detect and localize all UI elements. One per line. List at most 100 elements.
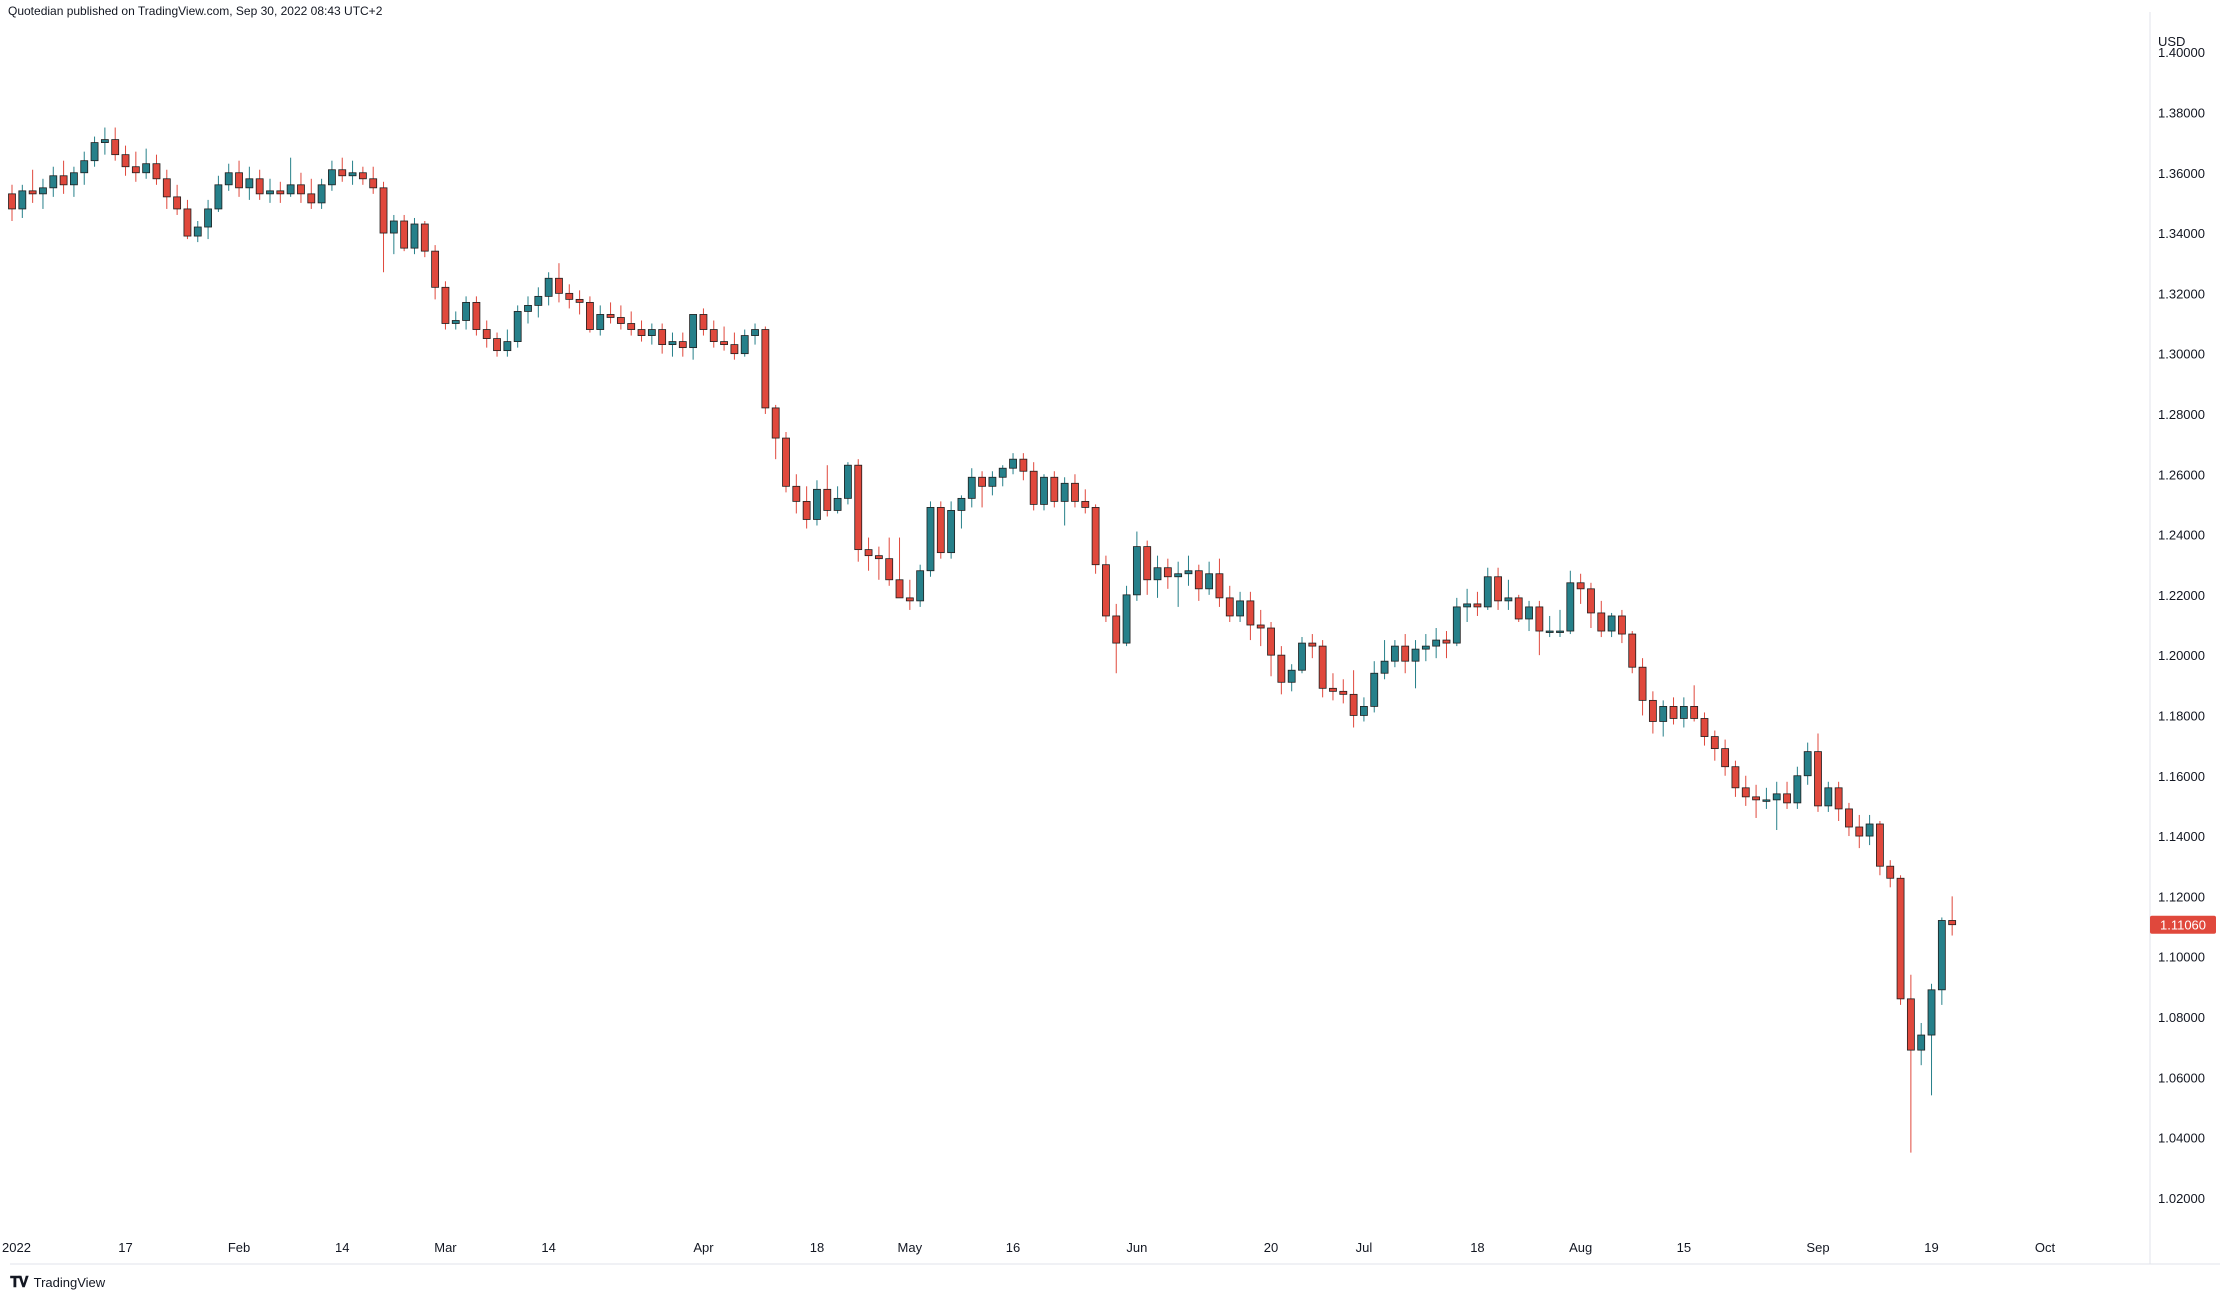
candle — [1421, 634, 1430, 662]
candle — [1122, 585, 1131, 647]
candle — [1256, 609, 1265, 647]
candle-body — [1112, 615, 1121, 644]
chart-border — [10, 12, 2220, 1265]
candle — [534, 287, 543, 318]
candle — [1019, 453, 1028, 481]
time-tick-label: 14 — [541, 1240, 555, 1255]
candle-body — [813, 488, 821, 520]
candle — [1628, 631, 1637, 674]
candle — [864, 537, 873, 571]
candle-body — [1308, 642, 1317, 647]
candle — [1648, 691, 1657, 734]
candle — [1205, 561, 1214, 595]
candle — [1834, 781, 1843, 821]
candle-body — [80, 160, 89, 174]
candle — [627, 311, 636, 336]
candle-body — [49, 175, 58, 189]
candle — [39, 178, 47, 209]
candle-body — [1102, 564, 1110, 617]
candle-body — [936, 507, 945, 554]
candle-body — [627, 323, 636, 330]
candle — [555, 263, 563, 303]
candle — [565, 284, 574, 309]
candle — [1917, 1022, 1926, 1066]
candle-body — [451, 320, 460, 324]
candle-body — [1432, 639, 1441, 647]
price-tick-label: 1.14000 — [2158, 829, 2205, 844]
candle-body — [1865, 823, 1874, 837]
candle — [1184, 555, 1193, 586]
candle — [1298, 637, 1306, 674]
candle-body — [1793, 775, 1802, 804]
candle — [1597, 600, 1606, 638]
tradingview-footer[interactable]: 𝐓𝐕 TradingView — [10, 1274, 105, 1291]
price-axis[interactable]: USD 1.02000 1.04000 1.06000 1.08000 1.10000 1.… — [2158, 34, 2205, 1206]
candle — [1463, 588, 1472, 622]
candle-body — [8, 193, 16, 210]
candle — [1927, 983, 1936, 1096]
candle — [1380, 640, 1389, 680]
candle-body — [28, 190, 37, 195]
time-axis[interactable]: 2022 17 Feb 14 Mar 14 Apr 18 May 16 Jun 20 Jul 18 Aug 1… — [2, 1240, 2056, 1255]
candle-body — [1927, 989, 1936, 1036]
candle-body — [286, 184, 295, 195]
candle — [1060, 477, 1069, 526]
price-tick-label: 1.16000 — [2158, 769, 2205, 784]
candle — [844, 462, 852, 505]
candle-body — [1824, 787, 1833, 807]
price-tick-label: 1.12000 — [2158, 889, 2205, 904]
candle — [358, 166, 367, 185]
candle-body — [59, 175, 68, 186]
candle-body — [802, 500, 811, 520]
candle-body — [978, 476, 986, 487]
candle — [823, 465, 832, 517]
time-tick-label: 2022 — [2, 1240, 31, 1255]
candle-body — [1349, 693, 1358, 716]
time-tick-label: Mar — [434, 1240, 457, 1255]
candle — [462, 296, 470, 330]
candle — [59, 160, 68, 194]
candle-body — [441, 286, 450, 324]
candle — [131, 151, 140, 182]
candle — [874, 546, 883, 580]
candle-body — [1948, 920, 1957, 926]
candle-body — [1091, 507, 1100, 566]
candle — [1814, 733, 1822, 812]
candle — [297, 172, 305, 203]
candle — [813, 480, 821, 526]
candle-body — [555, 277, 563, 294]
candle-body — [1906, 998, 1915, 1051]
time-tick-label: Jun — [1126, 1240, 1147, 1255]
candle-body — [131, 166, 140, 174]
candle-body — [730, 344, 739, 355]
candle-body — [720, 341, 728, 346]
candle — [1009, 453, 1017, 475]
candle-body — [1473, 603, 1482, 608]
candle — [802, 486, 811, 529]
candle-body — [420, 223, 429, 252]
candle-body — [297, 184, 305, 195]
candle-body — [1514, 597, 1523, 620]
candle-body — [1421, 645, 1430, 650]
candle — [1587, 582, 1595, 629]
candle-body — [1339, 690, 1348, 695]
candle — [1442, 631, 1451, 659]
candle-body — [1040, 476, 1048, 505]
candle-body — [1442, 639, 1451, 644]
candle-body — [235, 172, 243, 189]
candle — [513, 305, 522, 348]
candle-body — [369, 178, 378, 189]
candle-body — [1762, 799, 1771, 802]
time-tick-label: 20 — [1264, 1240, 1278, 1255]
candle-body — [245, 178, 254, 189]
candle-body — [1298, 642, 1306, 671]
candle — [183, 199, 192, 240]
time-tick-label: 18 — [1470, 1240, 1484, 1255]
candle-body — [844, 464, 852, 499]
candle-body — [431, 250, 440, 288]
candle — [255, 169, 264, 200]
candle-body — [1153, 567, 1162, 581]
candle — [1607, 612, 1616, 638]
candle — [18, 184, 27, 218]
